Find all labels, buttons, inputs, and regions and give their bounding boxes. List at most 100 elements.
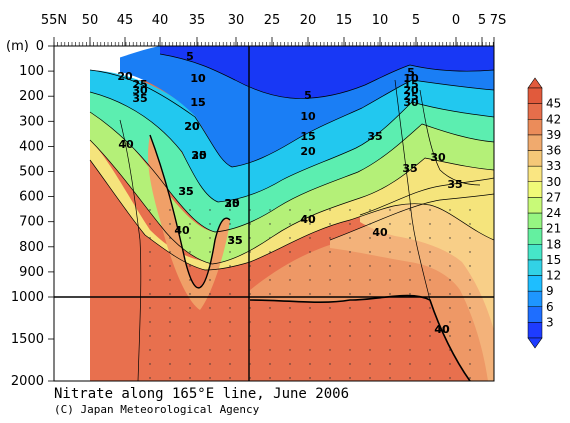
station-dot bbox=[449, 293, 451, 295]
station-dot bbox=[209, 349, 211, 351]
station-dot bbox=[189, 335, 191, 337]
contour-line bbox=[394, 79, 431, 301]
station-dot bbox=[429, 237, 431, 239]
colorbar-tick-label: 42 bbox=[546, 112, 561, 126]
station-dot bbox=[289, 335, 291, 337]
station-dot bbox=[269, 377, 271, 379]
contour-label: 5 bbox=[186, 50, 194, 63]
station-dot bbox=[229, 321, 231, 323]
station-dot bbox=[189, 251, 191, 253]
contour-label: 35 bbox=[447, 178, 462, 191]
contour-label-text: 40 bbox=[300, 213, 316, 226]
station-dot bbox=[269, 265, 271, 267]
contour-label-text: 15 bbox=[300, 130, 315, 143]
station-dot bbox=[349, 377, 351, 379]
station-dot bbox=[269, 209, 271, 211]
contour-label-text: 15 bbox=[190, 96, 205, 109]
station-dot bbox=[389, 279, 391, 281]
y-tick-labels: 0 100 200 300 400 500 600 700 800 900 1000 1500 2000 bbox=[11, 39, 54, 389]
station-dot bbox=[269, 307, 271, 309]
station-dot bbox=[189, 377, 191, 379]
station-dot bbox=[469, 321, 471, 323]
station-dot bbox=[169, 265, 171, 267]
station-dot bbox=[249, 349, 251, 351]
colorbar-tick-label: 6 bbox=[546, 300, 554, 314]
station-dot bbox=[469, 265, 471, 267]
contour-label-text: 10 bbox=[190, 72, 206, 85]
station-dot bbox=[209, 223, 211, 225]
station-dot bbox=[249, 307, 251, 309]
station-dot bbox=[269, 349, 271, 351]
contour-label-text: 35 bbox=[227, 234, 242, 247]
contour-label-text: 30 bbox=[224, 197, 240, 210]
contour-line bbox=[89, 139, 494, 265]
station-dot bbox=[289, 265, 291, 267]
contour-label-text: 35 bbox=[178, 185, 193, 198]
station-dot bbox=[209, 209, 211, 211]
contour-label-text: 15 bbox=[190, 96, 205, 109]
station-dot bbox=[189, 209, 191, 211]
station-dot bbox=[469, 307, 471, 309]
station-dot bbox=[269, 279, 271, 281]
x-tick-label: 7S bbox=[490, 13, 507, 28]
station-dot bbox=[389, 209, 391, 211]
contour-label-text: 20 bbox=[300, 145, 316, 158]
station-dot bbox=[449, 377, 451, 379]
station-dot bbox=[429, 209, 431, 211]
y-tick-label: 400 bbox=[19, 139, 44, 154]
colorbar-tick-label: 39 bbox=[546, 128, 561, 142]
x-tick-label: 40 bbox=[152, 13, 169, 28]
station-dot bbox=[429, 265, 431, 267]
contour-label-text: 30 bbox=[403, 96, 419, 109]
colorbar-tick-label: 15 bbox=[546, 253, 561, 267]
x-tick-label: 55N bbox=[41, 13, 67, 28]
station-dot bbox=[169, 223, 171, 225]
y-tick-label: 1500 bbox=[11, 332, 44, 347]
station-dot bbox=[409, 377, 411, 379]
contour-label-text: 20 bbox=[117, 70, 133, 83]
station-dot bbox=[369, 209, 371, 211]
contour-label: 40 bbox=[174, 224, 190, 237]
contour-line bbox=[89, 91, 494, 203]
station-dot bbox=[149, 223, 151, 225]
station-dot bbox=[329, 335, 331, 337]
station-dot bbox=[289, 237, 291, 239]
contour-label: 5 bbox=[304, 89, 312, 102]
station-dot bbox=[249, 223, 251, 225]
station-dot bbox=[369, 237, 371, 239]
station-dot bbox=[269, 293, 271, 295]
station-dot bbox=[289, 251, 291, 253]
colorbar-tick-label: 12 bbox=[546, 269, 561, 283]
contour-label-text: 5 bbox=[304, 89, 312, 102]
contour-label: 20 bbox=[300, 145, 316, 158]
station-dot bbox=[369, 223, 371, 225]
y-tick-label: 200 bbox=[19, 89, 44, 104]
station-dot bbox=[249, 209, 251, 211]
contour-line bbox=[329, 193, 494, 241]
station-dot bbox=[289, 307, 291, 309]
station-dot bbox=[249, 293, 251, 295]
x-tick-labels: 55N 50 45 40 35 30 25 20 15 10 5 0 5 7S bbox=[41, 13, 506, 28]
station-dot bbox=[309, 363, 311, 365]
contour-label: 30 bbox=[191, 149, 207, 162]
station-dot bbox=[169, 321, 171, 323]
station-dot bbox=[149, 307, 151, 309]
contour-label: 35 bbox=[178, 185, 193, 198]
contour-line bbox=[159, 53, 494, 99]
station-dot bbox=[429, 279, 431, 281]
station-dot bbox=[329, 209, 331, 211]
filled-contours bbox=[90, 46, 494, 381]
colorbar-bottom-arrow bbox=[527, 337, 543, 349]
station-dot bbox=[229, 293, 231, 295]
contour-label-text: 40 bbox=[434, 323, 450, 336]
station-dot bbox=[389, 377, 391, 379]
contour-label: 35 bbox=[227, 234, 242, 247]
station-dot bbox=[209, 363, 211, 365]
station-dot bbox=[389, 237, 391, 239]
station-dot bbox=[349, 279, 351, 281]
station-grid bbox=[149, 209, 471, 379]
station-dot bbox=[289, 321, 291, 323]
station-dot bbox=[349, 251, 351, 253]
station-dot bbox=[169, 349, 171, 351]
station-dot bbox=[349, 335, 351, 337]
